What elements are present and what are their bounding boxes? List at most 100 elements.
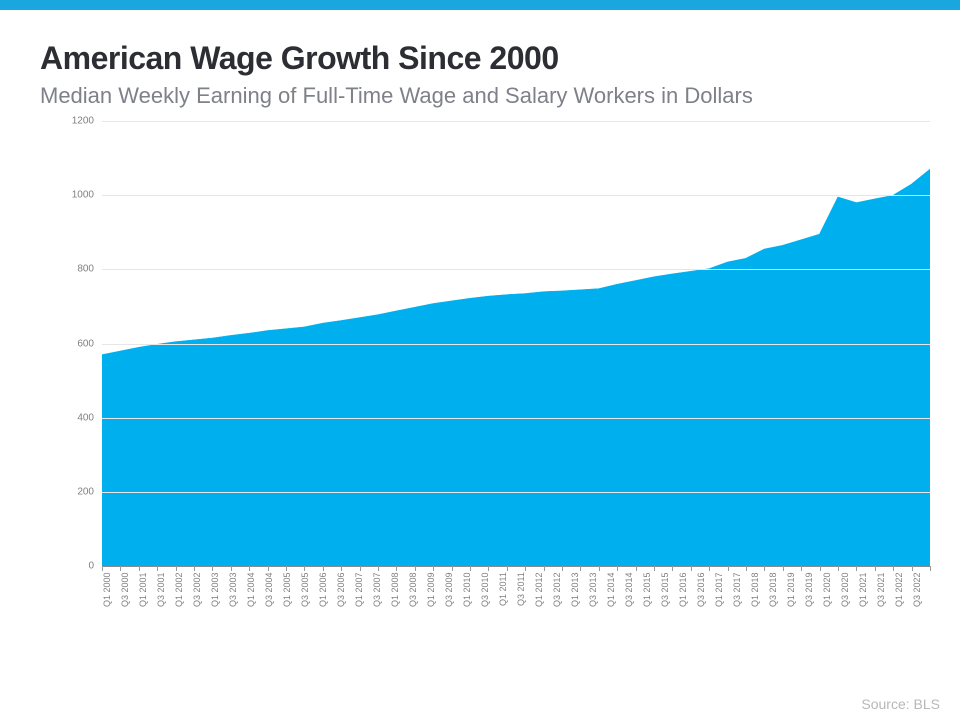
x-axis: Q1 2000Q3 2000Q1 2001Q3 2001Q1 2002Q3 20… [102,572,930,628]
x-tick-label: Q3 2003 [228,572,246,628]
x-tick-label: Q1 2017 [714,572,732,628]
x-tick-mark [746,566,747,571]
plot-area [102,121,930,566]
grid-line [102,492,930,493]
x-tick-mark [360,566,361,571]
x-tick-label: Q1 2015 [642,572,660,628]
x-tick-marks [102,566,930,571]
grid-line [102,344,930,345]
x-tick-label: Q1 2011 [498,572,516,628]
x-tick-label: Q1 2010 [462,572,480,628]
x-tick-mark [120,566,121,571]
x-tick-mark [507,566,508,571]
grid-line [102,418,930,419]
x-tick-mark [764,566,765,571]
x-tick-mark [709,566,710,571]
x-tick-label: Q3 2000 [120,572,138,628]
top-accent-bar [0,0,960,10]
x-tick-mark [801,566,802,571]
x-tick-label: Q3 2002 [192,572,210,628]
x-tick-label: Q3 2005 [300,572,318,628]
x-tick-label: Q1 2007 [354,572,372,628]
x-tick-label: Q1 2013 [570,572,588,628]
x-tick-mark [139,566,140,571]
x-tick-mark [157,566,158,571]
x-tick-label: Q3 2015 [660,572,678,628]
x-tick-label: Q1 2014 [606,572,624,628]
x-tick-mark [176,566,177,571]
y-tick-label: 1000 [72,190,94,201]
x-tick-mark [654,566,655,571]
x-tick-mark [599,566,600,571]
x-tick-mark [231,566,232,571]
x-tick-mark [525,566,526,571]
x-tick-mark [470,566,471,571]
x-tick-label: Q1 2008 [390,572,408,628]
x-tick-mark [893,566,894,571]
x-tick-mark [691,566,692,571]
x-tick-label: Q3 2009 [444,572,462,628]
chart-subtitle: Median Weekly Earning of Full-Time Wage … [40,83,930,109]
x-tick-mark [378,566,379,571]
x-tick-mark [341,566,342,571]
x-tick-label: Q1 2006 [318,572,336,628]
y-tick-label: 800 [77,264,94,275]
x-tick-label: Q3 2001 [156,572,174,628]
x-tick-label: Q1 2018 [750,572,768,628]
x-tick-label: Q3 2017 [732,572,750,628]
y-tick-label: 0 [88,561,94,572]
grid-line [102,269,930,270]
x-tick-mark [286,566,287,571]
x-tick-mark [268,566,269,571]
x-tick-mark [636,566,637,571]
x-tick-mark [672,566,673,571]
x-tick-label: Q3 2021 [876,572,894,628]
area-series [102,169,930,566]
x-tick-label: Q1 2004 [246,572,264,628]
x-tick-label: Q3 2018 [768,572,786,628]
source-attribution: Source: BLS [861,696,940,712]
x-tick-label: Q3 2006 [336,572,354,628]
x-tick-label: Q1 2005 [282,572,300,628]
x-tick-mark [875,566,876,571]
x-tick-label: Q3 2012 [552,572,570,628]
x-tick-mark [102,566,103,571]
x-tick-label: Q3 2004 [264,572,282,628]
x-tick-mark [323,566,324,571]
x-tick-mark [820,566,821,571]
x-tick-mark [249,566,250,571]
x-tick-mark [194,566,195,571]
x-tick-mark [488,566,489,571]
x-tick-label: Q1 2000 [102,572,120,628]
x-tick-label: Q3 2020 [840,572,858,628]
x-tick-label: Q1 2020 [822,572,840,628]
x-tick-mark [580,566,581,571]
x-tick-mark [856,566,857,571]
x-tick-mark [396,566,397,571]
y-axis: 020040060080010001200 [40,121,100,566]
x-tick-label: Q3 2010 [480,572,498,628]
x-tick-label: Q3 2014 [624,572,642,628]
x-tick-label: Q1 2016 [678,572,696,628]
x-tick-mark [415,566,416,571]
x-tick-label: Q1 2003 [210,572,228,628]
content-area: American Wage Growth Since 2000 Median W… [0,10,960,638]
chart-title: American Wage Growth Since 2000 [40,40,930,77]
y-tick-label: 200 [77,486,94,497]
x-tick-mark [838,566,839,571]
x-tick-mark [304,566,305,571]
x-tick-mark [930,566,931,571]
grid-line [102,195,930,196]
x-tick-label: Q1 2022 [894,572,912,628]
x-tick-label: Q1 2009 [426,572,444,628]
x-tick-label: Q3 2013 [588,572,606,628]
x-tick-label: Q3 2011 [516,572,534,628]
x-tick-mark [562,566,563,571]
x-tick-label: Q3 2022 [912,572,930,628]
x-tick-mark [912,566,913,571]
grid-line [102,121,930,122]
x-tick-mark [544,566,545,571]
y-tick-label: 600 [77,338,94,349]
x-tick-label: Q1 2002 [174,572,192,628]
x-tick-label: Q1 2021 [858,572,876,628]
